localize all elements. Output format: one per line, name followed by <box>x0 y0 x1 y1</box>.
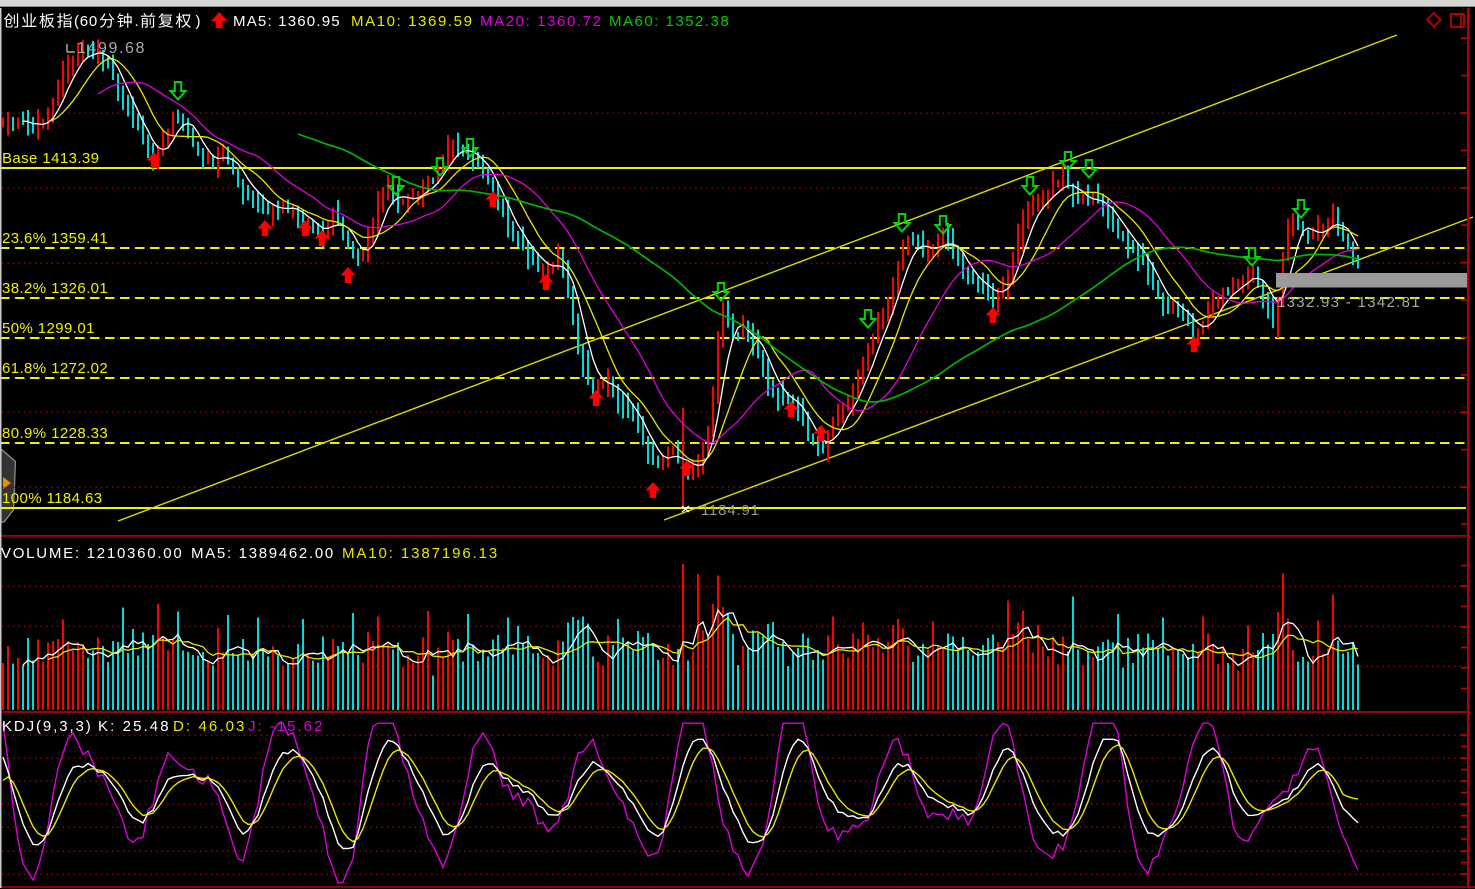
svg-text:Base 1413.39: Base 1413.39 <box>2 150 99 167</box>
svg-text:MA60: 1352.38: MA60: 1352.38 <box>609 13 730 30</box>
svg-text:VOLUME: 1210360.00: VOLUME: 1210360.00 <box>1 545 183 562</box>
svg-text:100% 1184.63: 100% 1184.63 <box>2 490 102 507</box>
svg-text:.: . <box>135 13 139 30</box>
svg-text:(60: (60 <box>74 13 98 30</box>
svg-text:MA5: 1360.95: MA5: 1360.95 <box>233 13 341 30</box>
svg-text:1499.68: 1499.68 <box>77 40 146 57</box>
svg-text:1332.93 - 1342.81: 1332.93 - 1342.81 <box>1277 294 1421 311</box>
svg-text:38.2% 1326.01: 38.2% 1326.01 <box>2 280 108 297</box>
svg-text:1184.91: 1184.91 <box>701 502 760 519</box>
svg-text:D: 46.03: D: 46.03 <box>173 718 247 735</box>
svg-text:): ) <box>196 13 201 30</box>
svg-text:K: 25.48: K: 25.48 <box>98 718 171 735</box>
svg-text:MA5: 1389462.00: MA5: 1389462.00 <box>191 545 335 562</box>
svg-text:50% 1299.01: 50% 1299.01 <box>2 320 95 337</box>
svg-text:61.8% 1272.02: 61.8% 1272.02 <box>2 360 108 377</box>
svg-text:23.6% 1359.41: 23.6% 1359.41 <box>2 230 108 247</box>
svg-text:80.9% 1228.33: 80.9% 1228.33 <box>2 425 108 442</box>
svg-text:KDJ(9,3,3): KDJ(9,3,3) <box>2 718 93 735</box>
svg-text:J: -15.62: J: -15.62 <box>248 718 324 735</box>
svg-text:MA20: 1360.72: MA20: 1360.72 <box>480 13 603 30</box>
svg-text:MA10: 1369.59: MA10: 1369.59 <box>351 13 474 30</box>
svg-text:MA10: 1387196.13: MA10: 1387196.13 <box>342 545 499 562</box>
